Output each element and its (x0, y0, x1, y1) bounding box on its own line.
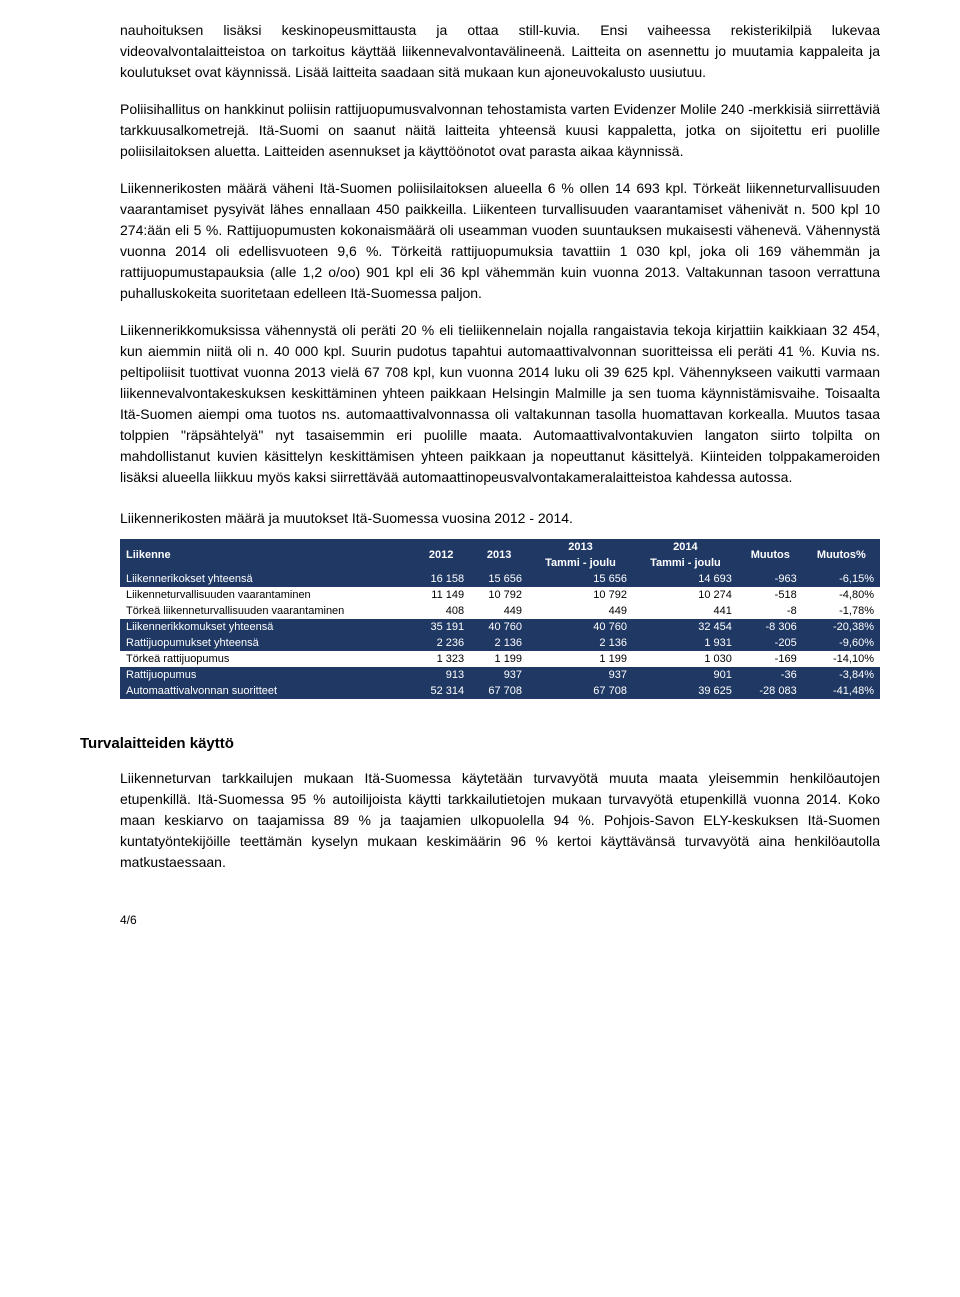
cell-2014: 39 625 (633, 683, 738, 699)
cell-2013: 40 760 (470, 619, 528, 635)
paragraph-1: nauhoituksen lisäksi keskinopeusmittaust… (120, 20, 880, 83)
table-row: Liikennerikokset yhteensä16 15815 65615 … (120, 571, 880, 587)
cell-muutos: -963 (738, 571, 803, 587)
cell-2014: 32 454 (633, 619, 738, 635)
paragraph-3: Liikennerikosten määrä väheni Itä-Suomen… (120, 178, 880, 304)
cell-muutos-pct: -20,38% (803, 619, 880, 635)
paragraph-5: Liikenneturvan tarkkailujen mukaan Itä-S… (120, 768, 880, 873)
label: Rattijuopumus (120, 667, 412, 683)
sub-2014: Tammi - joulu (633, 555, 738, 571)
cell-2013b: 10 792 (528, 587, 633, 603)
cell-2013: 10 792 (470, 587, 528, 603)
cell-muutos-pct: -3,84% (803, 667, 880, 683)
cell-2013: 1 199 (470, 651, 528, 667)
table-row: Törkeä liikenneturvallisuuden vaarantami… (120, 603, 880, 619)
cell-2013b: 67 708 (528, 683, 633, 699)
table-caption: Liikennerikosten määrä ja muutokset Itä-… (120, 508, 880, 529)
cell-2013: 2 136 (470, 635, 528, 651)
cell-muutos: -28 083 (738, 683, 803, 699)
cell-2014: 10 274 (633, 587, 738, 603)
cell-2014: 1 030 (633, 651, 738, 667)
label: Automaattivalvonnan suoritteet (120, 683, 412, 699)
cell-2013b: 40 760 (528, 619, 633, 635)
cell-2012: 35 191 (412, 619, 470, 635)
paragraph-4: Liikennerikkomuksissa vähennystä oli per… (120, 320, 880, 488)
cell-muutos: -8 (738, 603, 803, 619)
cell-2013: 449 (470, 603, 528, 619)
cell-2013: 937 (470, 667, 528, 683)
cell-2013: 15 656 (470, 571, 528, 587)
traffic-table: Liikenne 2012 2013 2013 2014 Muutos Muut… (120, 539, 880, 699)
cell-2013b: 449 (528, 603, 633, 619)
col-2013b: 2013 (528, 539, 633, 555)
table-row: Automaattivalvonnan suoritteet52 31467 7… (120, 683, 880, 699)
cell-2014: 14 693 (633, 571, 738, 587)
col-2012: 2012 (412, 539, 470, 571)
cell-muutos: -518 (738, 587, 803, 603)
col-liikenne: Liikenne (120, 539, 412, 571)
cell-2012: 408 (412, 603, 470, 619)
cell-2012: 913 (412, 667, 470, 683)
table-row: Rattijuopumukset yhteensä2 2362 1362 136… (120, 635, 880, 651)
cell-2012: 16 158 (412, 571, 470, 587)
table-body: Liikennerikokset yhteensä16 15815 65615 … (120, 571, 880, 699)
cell-muutos-pct: -9,60% (803, 635, 880, 651)
cell-2014: 1 931 (633, 635, 738, 651)
cell-muutos-pct: -41,48% (803, 683, 880, 699)
label: Rattijuopumukset yhteensä (120, 635, 412, 651)
cell-2013b: 937 (528, 667, 633, 683)
table-row: Liikennerikkomukset yhteensä35 19140 760… (120, 619, 880, 635)
cell-2013b: 15 656 (528, 571, 633, 587)
label: Liikennerikkomukset yhteensä (120, 619, 412, 635)
cell-muutos-pct: -14,10% (803, 651, 880, 667)
page-number: 4/6 (120, 913, 880, 927)
cell-2013b: 2 136 (528, 635, 633, 651)
cell-2012: 52 314 (412, 683, 470, 699)
label: Törkeä liikenneturvallisuuden vaarantami… (120, 603, 412, 619)
cell-2012: 11 149 (412, 587, 470, 603)
label: Liikenneturvallisuuden vaarantaminen (120, 587, 412, 603)
cell-2012: 2 236 (412, 635, 470, 651)
col-2014: 2014 (633, 539, 738, 555)
cell-muutos: -205 (738, 635, 803, 651)
cell-muutos: -169 (738, 651, 803, 667)
cell-2012: 1 323 (412, 651, 470, 667)
cell-muutos-pct: -6,15% (803, 571, 880, 587)
table-header-row-1: Liikenne 2012 2013 2013 2014 Muutos Muut… (120, 539, 880, 555)
cell-muutos-pct: -1,78% (803, 603, 880, 619)
cell-2013b: 1 199 (528, 651, 633, 667)
sub-2013: Tammi - joulu (528, 555, 633, 571)
table-row: Rattijuopumus913937937901-36-3,84% (120, 667, 880, 683)
cell-muutos: -36 (738, 667, 803, 683)
table-row: Törkeä rattijuopumus1 3231 1991 1991 030… (120, 651, 880, 667)
label: Törkeä rattijuopumus (120, 651, 412, 667)
section-heading-turvalaitteiden: Turvalaitteiden käyttö (80, 735, 880, 752)
cell-muutos-pct: -4,80% (803, 587, 880, 603)
label: Liikennerikokset yhteensä (120, 571, 412, 587)
col-2013: 2013 (470, 539, 528, 571)
cell-2014: 901 (633, 667, 738, 683)
col-muutos-pct: Muutos% (803, 539, 880, 571)
cell-2013: 67 708 (470, 683, 528, 699)
table-row: Liikenneturvallisuuden vaarantaminen11 1… (120, 587, 880, 603)
col-muutos: Muutos (738, 539, 803, 571)
paragraph-2: Poliisihallitus on hankkinut poliisin ra… (120, 99, 880, 162)
cell-2014: 441 (633, 603, 738, 619)
cell-muutos: -8 306 (738, 619, 803, 635)
